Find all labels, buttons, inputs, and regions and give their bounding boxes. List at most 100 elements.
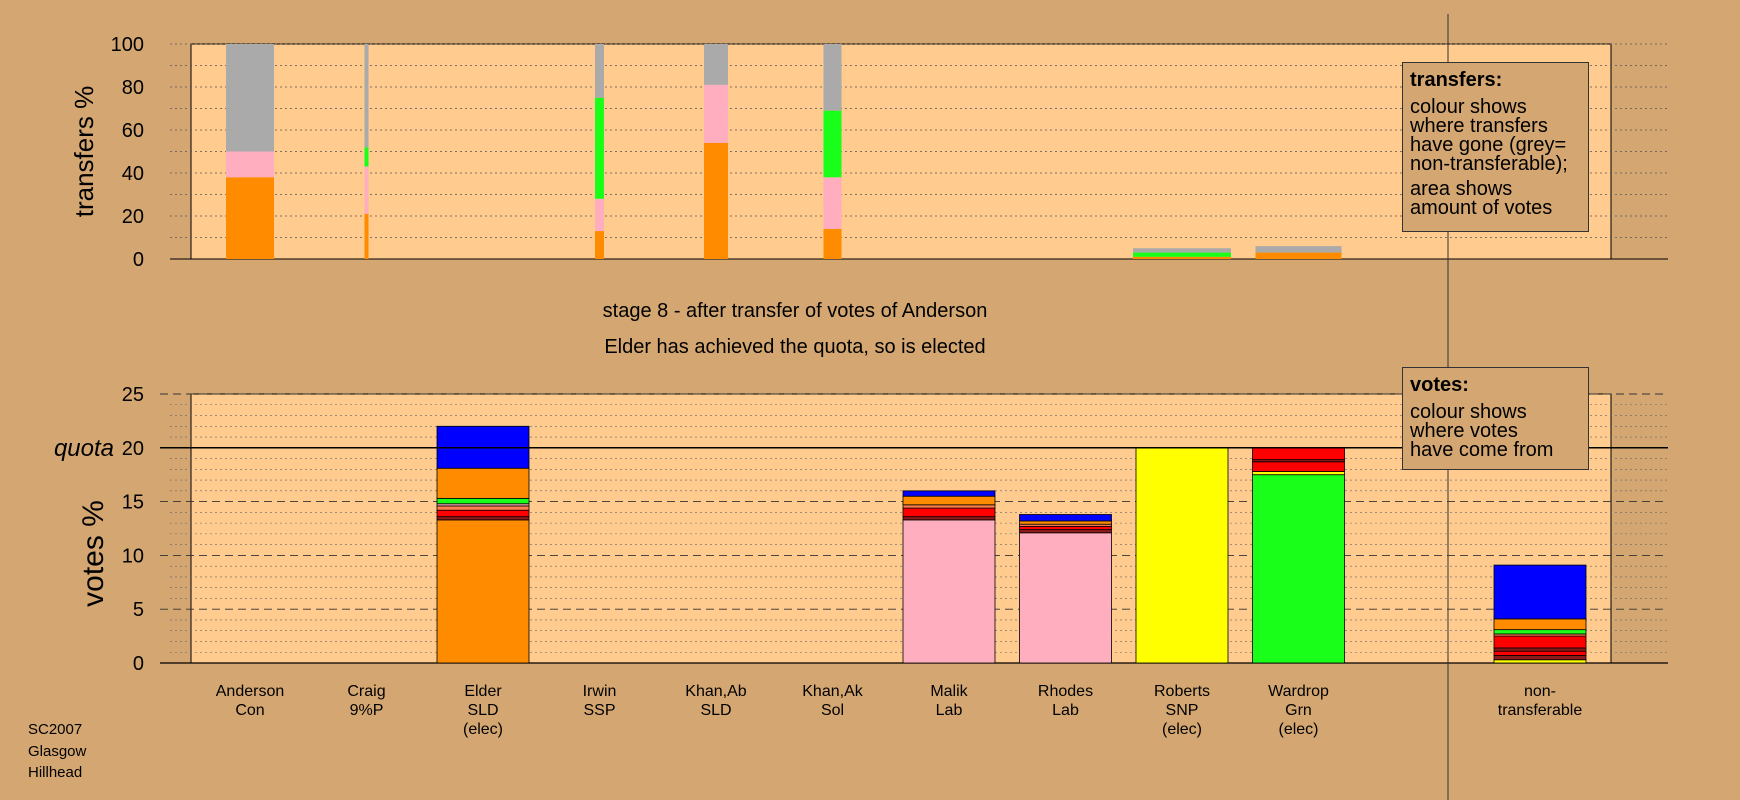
transfer-segment-craig-grn <box>364 147 369 167</box>
transfer-segment-craig-sld <box>364 213 369 259</box>
candidate-label: Malik <box>930 683 968 700</box>
vote-segment-roberts-snp <box>1135 447 1229 664</box>
candidate-label: Grn <box>1285 702 1312 719</box>
transfer-segment-roberts-nontransferable <box>1133 248 1231 253</box>
candidate-label: Anderson <box>216 683 285 700</box>
transfer-segment-irwin-grn <box>595 97 604 199</box>
transfer-segment-khanak-grn <box>823 110 842 178</box>
votes-y-tick-label: 5 <box>133 599 144 621</box>
candidate-label: Lab <box>936 702 963 719</box>
vote-segment-malik-lab <box>902 519 996 664</box>
vote-segment-rhodes-sld <box>1019 520 1112 525</box>
vote-segment-wardrop-snp <box>1252 471 1345 476</box>
transfer-segment-irwin-lab <box>595 198 604 232</box>
transfers-legend-line: area shows <box>1410 178 1513 200</box>
transfers-y-tick-label: 100 <box>111 34 144 56</box>
transfers-y-tick-label: 60 <box>122 120 144 142</box>
chart-subtitle: Elder has achieved the quota, so is elec… <box>604 336 986 358</box>
transfers-y-axis-label: transfers % <box>69 86 99 218</box>
candidate-label: SNP <box>1166 702 1199 719</box>
candidate-label: Lab <box>1052 702 1079 719</box>
transfers-y-tick-label: 0 <box>133 249 144 271</box>
candidate-label: (elec) <box>1278 721 1318 738</box>
vote-segment-rhodes-con <box>1019 514 1112 522</box>
transfer-segment-khanab-nontransferable <box>704 44 728 85</box>
transfer-segment-anderson-nontransferable <box>226 44 274 152</box>
votes-legend-title: votes: <box>1410 374 1469 396</box>
transfer-segment-khanak-sld <box>823 228 842 259</box>
vote-segment-wardrop-ssp <box>1252 447 1345 461</box>
transfers-legend-line: where transfers <box>1410 115 1548 137</box>
votes-y-tick-label: 15 <box>122 492 144 514</box>
vote-segment-nontransferable-con <box>1493 564 1587 620</box>
election-caption-line: SC2007 <box>28 721 83 738</box>
candidate-label: SSP <box>583 702 615 719</box>
nontransferable-label: non- <box>1524 683 1556 700</box>
vote-segment-elder-sol <box>436 516 530 521</box>
transfers-legend-line: have gone (grey= <box>1410 134 1567 156</box>
transfer-segment-roberts-sld <box>1133 256 1231 259</box>
votes-y-tick-label: 10 <box>122 545 144 567</box>
transfer-segment-craig-nontransferable <box>364 44 369 148</box>
candidate-label: SLD <box>700 702 731 719</box>
vote-segment-rhodes-sol <box>1019 529 1112 534</box>
vote-segment-nontransferable-sld <box>1493 618 1587 631</box>
votes-y-tick-label: 20 <box>122 438 144 460</box>
candidate-label: Elder <box>464 683 502 700</box>
vote-segment-elder-grn <box>436 497 530 505</box>
vote-segment-malik-sld <box>902 495 996 506</box>
transfer-segment-roberts-grn <box>1133 252 1231 257</box>
vote-segment-malik-con <box>902 490 996 497</box>
vote-segment-wardrop-ssp <box>1252 461 1345 472</box>
candidate-label: Khan,Ak <box>802 683 863 700</box>
votes-plot-area <box>190 393 1612 664</box>
transfer-segment-anderson-sld <box>226 177 274 259</box>
vote-segment-nontransferable-ssp <box>1493 650 1587 656</box>
quota-label: quota <box>54 435 114 462</box>
transfer-segment-khanab-lab <box>704 84 728 143</box>
candidate-label: Roberts <box>1154 683 1210 700</box>
transfer-segment-khanak-nontransferable <box>823 44 842 111</box>
vote-segment-elder-sld <box>436 519 530 664</box>
candidate-label: Con <box>235 702 264 719</box>
vote-segment-nontransferable-sol <box>1493 655 1587 661</box>
transfer-segment-craig-lab <box>364 166 369 214</box>
candidate-label: Irwin <box>583 683 617 700</box>
candidate-label: 9%P <box>350 702 384 719</box>
vote-segment-nontransferable-sol <box>1493 647 1587 652</box>
transfers-y-tick-label: 40 <box>122 163 144 185</box>
vote-segment-wardrop-grn <box>1252 474 1345 664</box>
transfers-legend-title: transfers: <box>1410 69 1503 91</box>
transfer-segment-khanak-lab <box>823 177 842 229</box>
candidate-label: (elec) <box>1162 721 1202 738</box>
transfer-segment-khanab-sld <box>704 142 728 259</box>
vote-segment-nontransferable-ssp <box>1493 635 1587 649</box>
election-caption-line: Glasgow <box>28 742 87 760</box>
election-caption: SC2007 Glasgow Hillhead <box>28 719 86 784</box>
votes-y-axis-label: votes % <box>77 500 110 607</box>
transfers-legend-line: amount of votes <box>1410 197 1553 219</box>
vote-segment-nontransferable-grn <box>1493 629 1587 635</box>
transfers-legend-line: colour shows <box>1410 96 1527 118</box>
nontransferable-label: transferable <box>1498 702 1583 719</box>
vote-segment-malik-sol <box>902 516 996 521</box>
votes-legend: votes: colour shows where votes have com… <box>1402 367 1589 470</box>
transfers-legend-line: non-transferable); <box>1410 153 1568 175</box>
transfers-y-tick-label: 80 <box>122 77 144 99</box>
vote-segment-elder-sld <box>436 467 530 499</box>
vote-segment-rhodes-lab <box>1019 532 1112 664</box>
votes-y-tick-label: 0 <box>133 653 144 675</box>
transfers-legend: transfers: colour shows where transfers … <box>1402 62 1589 232</box>
vote-segment-nontransferable-snp <box>1493 659 1587 664</box>
votes-legend-line: colour shows <box>1410 401 1527 423</box>
candidate-label: (elec) <box>463 721 503 738</box>
votes-legend-line: have come from <box>1410 439 1554 461</box>
votes-y-tick-label: 25 <box>122 384 144 406</box>
vote-segment-malik-pp9 <box>902 504 996 509</box>
vote-segment-malik-ssp <box>902 507 996 518</box>
vote-segment-elder-pp9 <box>436 505 530 511</box>
transfer-segment-anderson-lab <box>226 151 274 178</box>
transfers-y-tick-label: 20 <box>122 206 144 228</box>
candidate-label: SLD <box>467 702 498 719</box>
transfer-segment-irwin-sld <box>595 231 604 259</box>
